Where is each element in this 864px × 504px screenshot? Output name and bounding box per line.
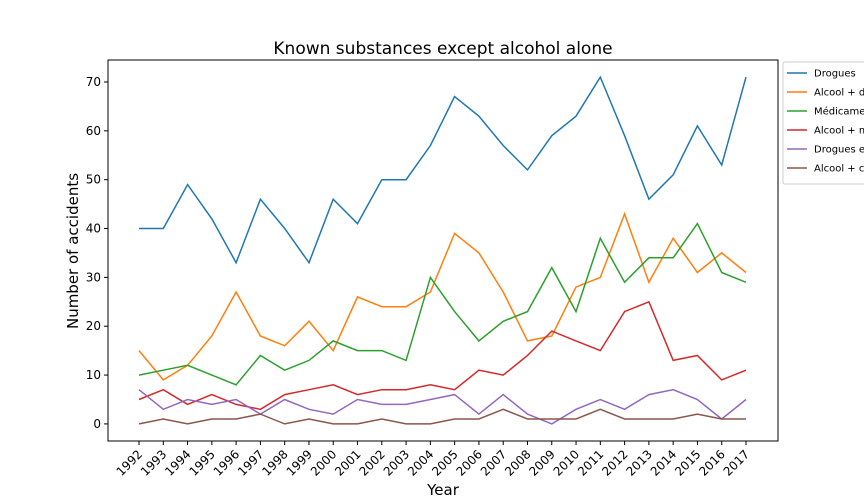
- series-line-6: [138, 408, 746, 425]
- x-tick-label: 2008: [502, 447, 533, 478]
- y-tick-label: 40: [86, 222, 101, 236]
- x-axis-label: Year: [426, 481, 460, 499]
- x-tick-label: 2004: [405, 447, 436, 478]
- y-tick-label: 10: [86, 368, 101, 382]
- x-tick-label: 1999: [284, 447, 315, 478]
- y-tick-label: 0: [93, 417, 101, 431]
- x-tick-label: 2001: [332, 447, 363, 478]
- x-tick-label: 2003: [381, 447, 412, 478]
- legend: Drogues Alcool + d Médicame Alcool + m Drogu…: [782, 61, 864, 185]
- x-tick-label: 2015: [672, 447, 703, 478]
- x-tick-label: 1996: [211, 447, 242, 478]
- legend-label: Alcool + m: [814, 126, 864, 137]
- series-lines: [138, 75, 747, 425]
- x-tick-label: 2000: [308, 447, 339, 478]
- x-tick-label: 2009: [526, 447, 557, 478]
- legend-label: Alcool + c: [814, 164, 864, 175]
- legend-label: Alcool + d: [814, 88, 864, 99]
- x-tick-label: 2010: [551, 447, 582, 478]
- y-axis-label: Number of accidents: [64, 173, 82, 329]
- x-tick-label: 1997: [235, 447, 266, 478]
- x-tick-label: 1993: [138, 447, 169, 478]
- x-tick-label: 2005: [429, 447, 460, 478]
- x-tick-label: 1992: [114, 447, 145, 478]
- y-tick-label: 50: [86, 173, 101, 187]
- y-tick-label: 60: [86, 124, 101, 138]
- axes: 0102030405060701992199319941995199619971…: [86, 59, 779, 479]
- legend-label: Drogues: [814, 69, 856, 80]
- x-tick-label: 2013: [624, 447, 655, 478]
- x-tick-label: 2007: [478, 447, 509, 478]
- x-tick-label: 2002: [356, 447, 387, 478]
- x-tick-label: 2014: [648, 447, 679, 478]
- legend-label: Drogues e: [814, 145, 864, 156]
- y-tick-label: 30: [86, 270, 101, 284]
- x-tick-label: 2011: [575, 447, 606, 478]
- series-line-3: [138, 222, 747, 386]
- y-tick-label: 20: [86, 319, 101, 333]
- x-tick-label: 2016: [696, 447, 727, 478]
- x-tick-label: 1998: [259, 447, 290, 478]
- legend-label: Médicame: [814, 106, 864, 118]
- series-line-5: [138, 388, 747, 425]
- x-tick-label: 2006: [454, 447, 485, 478]
- y-tick-label: 70: [86, 75, 101, 89]
- x-tick-label: 2012: [599, 447, 630, 478]
- x-tick-label: 1995: [186, 447, 217, 478]
- series-line-2: [138, 211, 747, 381]
- x-tick-label: 2017: [721, 447, 752, 478]
- series-line-1: [139, 75, 747, 265]
- chart-title: Known substances except alcohol alone: [273, 39, 612, 59]
- series-line-4: [138, 300, 747, 411]
- x-tick-label: 1994: [162, 447, 193, 478]
- plot-frame: [107, 59, 779, 442]
